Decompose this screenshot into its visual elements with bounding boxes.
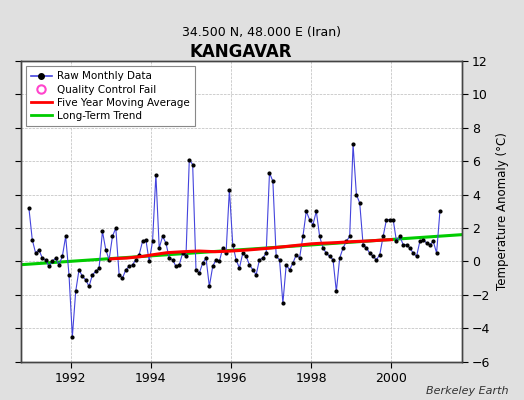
Y-axis label: Temperature Anomaly (°C): Temperature Anomaly (°C): [496, 132, 509, 290]
Text: 34.500 N, 48.000 E (Iran): 34.500 N, 48.000 E (Iran): [182, 26, 342, 39]
Title: KANGAVAR: KANGAVAR: [190, 43, 292, 61]
Legend: Raw Monthly Data, Quality Control Fail, Five Year Moving Average, Long-Term Tren: Raw Monthly Data, Quality Control Fail, …: [26, 66, 195, 126]
Text: Berkeley Earth: Berkeley Earth: [426, 386, 508, 396]
